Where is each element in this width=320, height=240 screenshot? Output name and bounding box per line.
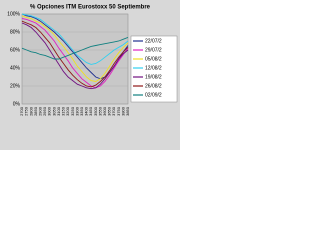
x-tick-label: 3800 bbox=[120, 106, 125, 116]
series-line bbox=[21, 22, 129, 90]
x-tick-label: 3500 bbox=[93, 106, 98, 116]
x-tick-label: 2900 bbox=[37, 106, 42, 116]
legend-box bbox=[130, 35, 178, 103]
legend-label: 19/08/2 bbox=[145, 74, 162, 80]
x-tick-label: 3600 bbox=[102, 106, 107, 116]
x-tick-label: 3650 bbox=[107, 106, 112, 116]
y-tick-label: 60% bbox=[10, 47, 21, 53]
series-line bbox=[21, 15, 129, 82]
x-tick-label: 2950 bbox=[42, 106, 47, 116]
y-tick-label: 80% bbox=[10, 29, 21, 35]
x-tick-label: 3350 bbox=[79, 106, 84, 116]
x-tick-label: 2800 bbox=[28, 106, 33, 116]
x-tick-label: 3250 bbox=[70, 106, 75, 116]
x-tick-label: 3750 bbox=[116, 106, 121, 116]
x-tick-label: 3050 bbox=[51, 106, 56, 116]
series-line bbox=[21, 20, 129, 88]
y-tick-label: 0% bbox=[13, 101, 21, 107]
x-tick-label: 3100 bbox=[56, 106, 61, 116]
x-tick-label: 3000 bbox=[47, 106, 52, 116]
legend-label: 12/08/2 bbox=[145, 65, 162, 71]
legend-label: 29/07/2 bbox=[145, 47, 162, 53]
x-tick-label: 2850 bbox=[33, 106, 38, 116]
legend-label: 02/09/2 bbox=[145, 92, 162, 98]
y-tick-label: 100% bbox=[7, 11, 20, 17]
legend-label: 22/07/2 bbox=[145, 38, 162, 44]
x-tick-label: 3400 bbox=[84, 106, 89, 116]
x-tick-label: 3550 bbox=[97, 106, 102, 116]
x-tick-label: 3850 bbox=[125, 106, 130, 116]
x-tick-label: 3700 bbox=[111, 106, 116, 116]
x-tick-label: 3200 bbox=[65, 106, 70, 116]
legend-label: 05/08/2 bbox=[145, 56, 162, 62]
series-line bbox=[21, 18, 129, 89]
chart: % Opciones ITM Eurostoxx 50 Septiembre 0… bbox=[0, 0, 180, 150]
x-tick-label: 2750 bbox=[24, 106, 29, 116]
y-tick-label: 40% bbox=[10, 65, 21, 71]
x-tick-label: 3150 bbox=[61, 106, 66, 116]
series-line bbox=[21, 36, 129, 60]
y-tick-label: 20% bbox=[10, 83, 21, 89]
legend-label: 26/08/2 bbox=[145, 83, 162, 89]
x-tick-label: 3450 bbox=[88, 106, 93, 116]
x-tick-label: 3300 bbox=[74, 106, 79, 116]
chart-title: % Opciones ITM Eurostoxx 50 Septiembre bbox=[30, 5, 151, 11]
plot-area bbox=[21, 13, 129, 105]
x-tick-label: 2700 bbox=[19, 106, 24, 116]
